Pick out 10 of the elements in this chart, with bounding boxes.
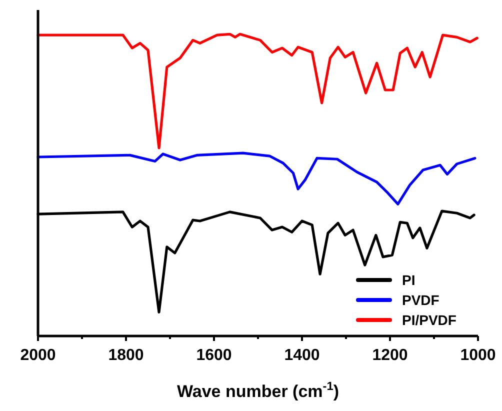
legend-label: PI/PVDF — [402, 312, 457, 328]
x-tick-label: 1200 — [372, 347, 408, 364]
x-tick-label: 2000 — [20, 347, 56, 364]
legend-label: PVDF — [402, 292, 440, 308]
x-tick-label: 1000 — [460, 347, 496, 364]
x-tick-label: 1600 — [196, 347, 232, 364]
x-tick-label: 1800 — [108, 347, 144, 364]
x-axis-title: Wave number (cm$^{-1}$) — [176, 379, 340, 401]
x-tick-label: 1400 — [284, 347, 320, 364]
legend-label: PI — [402, 272, 416, 288]
